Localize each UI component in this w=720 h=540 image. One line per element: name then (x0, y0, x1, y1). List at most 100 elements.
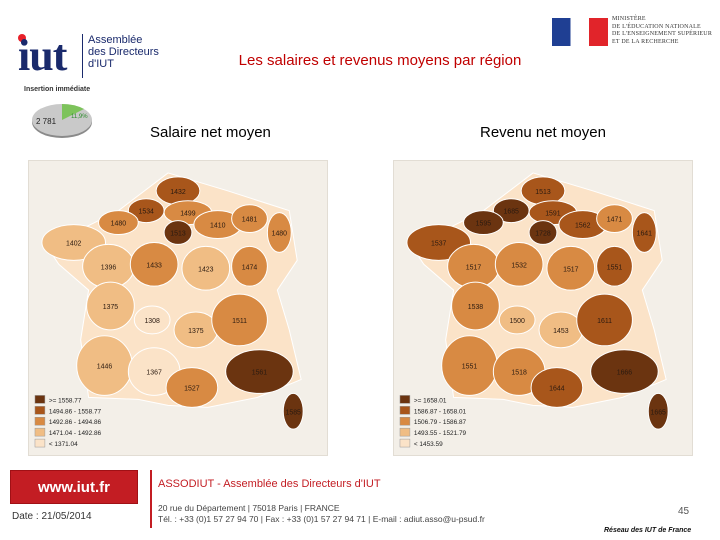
region-value: 1446 (97, 364, 113, 371)
region-poitou-charentes (451, 281, 500, 331)
region-value: 1513 (170, 230, 186, 237)
legend-swatch (34, 438, 46, 448)
region-value: 1511 (232, 318, 247, 325)
income-map: 1513 1591 1685 1595 1728 1562 1471 1641 1537 1517… (393, 160, 693, 456)
legend-label: 1586.87 - 1658.01 (414, 408, 467, 415)
region-basse-normandie (98, 210, 139, 235)
address-block: 20 rue du Département | 75018 Paris | FR… (158, 503, 485, 525)
legend-label: 1493.55 - 1521.79 (414, 430, 467, 437)
region-languedoc-roussillon (165, 367, 219, 408)
region-limousin (133, 305, 171, 335)
region-limousin (498, 305, 536, 335)
region-value: 1534 (138, 209, 154, 216)
region-corse (282, 392, 304, 430)
region-lorraine (596, 204, 633, 234)
iut-logo: iut Assemblée des Directeurs d'IUT (12, 20, 162, 82)
legend-label: >= 1658.01 (414, 397, 447, 404)
logo-dot (18, 34, 26, 42)
region-value: 1433 (146, 262, 162, 269)
region-value: 1410 (210, 223, 226, 230)
region-value: 1396 (101, 264, 117, 271)
slide-title: Les salaires et revenus moyens par régio… (238, 52, 522, 69)
region-bourgogne (546, 245, 596, 291)
ministry-line-1: MINISTÈRE (612, 16, 646, 22)
region-value: 1500 (509, 318, 525, 325)
region-value: 1666 (617, 370, 633, 377)
region-haute-normandie (492, 198, 530, 224)
legend-swatch (34, 427, 46, 437)
region-value: 1474 (242, 264, 258, 271)
region-provence-alpes-c-te-d-azur (225, 349, 294, 394)
legend-swatch (34, 417, 46, 426)
salary-map-svg: 1432 1499 1534 1480 1513 1410 1481 1480 1402 1396… (34, 172, 304, 448)
region-value: 1375 (188, 328, 204, 335)
region--le-de-france (528, 220, 558, 245)
region-rh-ne-alpes (576, 293, 633, 347)
region-value: 1308 (144, 318, 160, 325)
region-value: 1481 (242, 217, 258, 224)
region-value: 1518 (511, 370, 527, 377)
region-value: 1685 (503, 209, 519, 216)
legend-label: 1492.86 - 1494.86 (49, 419, 102, 426)
region-value: 1367 (146, 370, 162, 377)
logo-text: Assemblée des Directeurs d'IUT (88, 34, 159, 70)
logo-separator (82, 34, 83, 78)
region-value: 1453 (553, 328, 569, 335)
region-value: 1375 (103, 304, 119, 311)
region-value: 1527 (184, 385, 200, 392)
logo-wordmark: iut (18, 31, 67, 80)
region-value: 1532 (511, 262, 527, 269)
insertion-pie-chart (32, 103, 92, 138)
region-value: 1595 (476, 221, 492, 228)
legend-swatch (399, 406, 411, 415)
region-value: 1537 (431, 240, 447, 247)
region--le-de-france (163, 220, 193, 245)
legend-swatch (399, 395, 411, 404)
region-value: 1561 (252, 370, 268, 377)
region-franche-comt- (231, 245, 268, 287)
pie-small-label: 11,9% (71, 114, 88, 120)
legend-swatch (399, 417, 411, 426)
legend-swatch (34, 395, 46, 404)
ministry-line-2: DE L'ÉDUCATION NATIONALE (612, 23, 701, 30)
footer-divider (150, 470, 152, 528)
pie-small-slice (62, 103, 84, 120)
region-poitou-charentes (86, 281, 135, 331)
region-value: 1471 (607, 217, 623, 224)
legend-label: < 1453.59 (414, 441, 443, 448)
region-value: 1480 (272, 230, 288, 237)
legend-swatch (399, 427, 411, 437)
region-value: 1644 (549, 385, 565, 392)
region-rh-ne-alpes (211, 293, 268, 347)
website-link[interactable]: www.iut.fr (38, 479, 110, 496)
region-value: 1517 (466, 264, 482, 271)
region-value: 1641 (637, 230, 653, 237)
website-badge[interactable]: www.iut.fr (10, 470, 138, 504)
ministry-line-4: ET DE LA RECHERCHE (612, 38, 679, 45)
region-basse-normandie (463, 210, 504, 235)
logo-line-2: des Directeurs (88, 46, 159, 58)
legend-label: < 1371.04 (49, 441, 78, 448)
region-haute-normandie (127, 198, 165, 224)
page-number: 45 (678, 506, 690, 517)
region-value: 1665 (650, 409, 666, 416)
region-lorraine (231, 204, 268, 234)
region-value: 1585 (285, 409, 301, 416)
region-alsace (266, 212, 292, 253)
legend-label: 1471.04 - 1492.86 (49, 430, 102, 437)
region-value: 1538 (468, 304, 484, 311)
region-centre (129, 241, 179, 287)
region-value: 1513 (535, 189, 551, 196)
income-map-svg: 1513 1591 1685 1595 1728 1562 1471 1641 1537 1517… (399, 172, 669, 448)
logo-line-1: Assemblée (88, 34, 143, 46)
region-corse (647, 392, 669, 430)
ministry-logo: MINISTÈRE DE L'ÉDUCATION NATIONALE DE L'… (552, 16, 717, 50)
region-value: 1517 (563, 266, 579, 273)
region-value: 1402 (66, 240, 82, 247)
region-value: 1480 (111, 221, 127, 228)
network-tagline: Réseau des IUT de France (604, 527, 692, 534)
legend-label: 1494.86 - 1558.77 (49, 408, 102, 415)
legend-swatch (34, 406, 46, 415)
map-title-left: Salaire net moyen (150, 124, 271, 141)
